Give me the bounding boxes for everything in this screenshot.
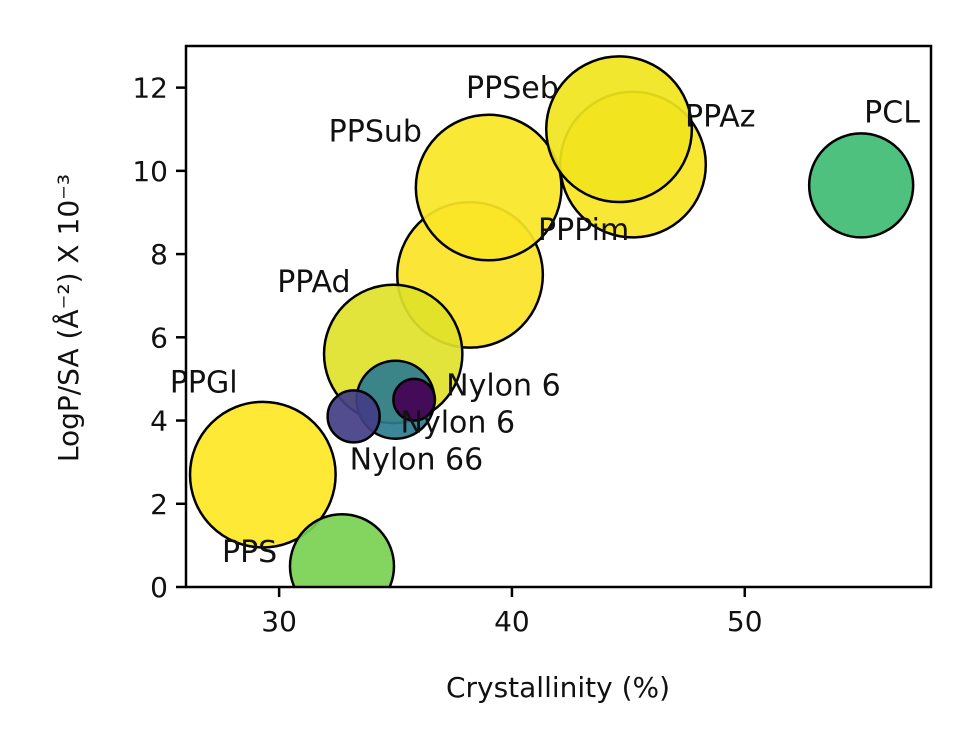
point-label: PPS — [222, 535, 277, 570]
x-axis-label: Crystallinity (%) — [446, 671, 670, 704]
y-tick-label: 0 — [150, 571, 168, 604]
data-point-nylon-6 — [392, 377, 437, 422]
y-tick-label: 6 — [150, 321, 168, 354]
point-label: PPSub — [329, 114, 422, 149]
point-label: PCL — [864, 95, 920, 130]
point-label: PPAz — [685, 100, 756, 135]
data-point-nylon-66 — [326, 389, 381, 444]
y-tick-label: 12 — [132, 72, 168, 105]
y-tick-label: 8 — [150, 238, 168, 271]
data-point-ppgl — [188, 400, 337, 549]
point-label: PPAd — [277, 265, 350, 300]
y-tick-label: 10 — [132, 155, 168, 188]
point-label: Nylon 6 — [446, 369, 561, 404]
y-axis-label: LogP/SA (Å⁻²) X 10⁻³ — [51, 174, 85, 462]
point-label: PPGl — [170, 366, 238, 401]
x-tick-label: 50 — [727, 605, 763, 638]
x-tick-label: 40 — [494, 605, 530, 638]
ticks-layer: 30 40 50 0 2 4 6 8 10 12 — [132, 72, 762, 638]
data-point-pps — [288, 512, 396, 587]
data-point-ppseb — [544, 55, 694, 204]
data-point-ppsub — [414, 113, 563, 262]
points-layer — [188, 55, 915, 587]
data-point-pcl — [807, 132, 915, 239]
y-tick-label: 2 — [150, 488, 168, 521]
x-tick-label: 30 — [261, 605, 297, 638]
y-tick-label: 4 — [150, 405, 168, 438]
point-label: Nylon 6 — [401, 406, 516, 441]
point-label: PPPim — [538, 213, 629, 248]
point-label: PPSeb — [466, 71, 559, 106]
plot-frame — [184, 44, 933, 589]
point-label: Nylon 66 — [350, 442, 484, 477]
